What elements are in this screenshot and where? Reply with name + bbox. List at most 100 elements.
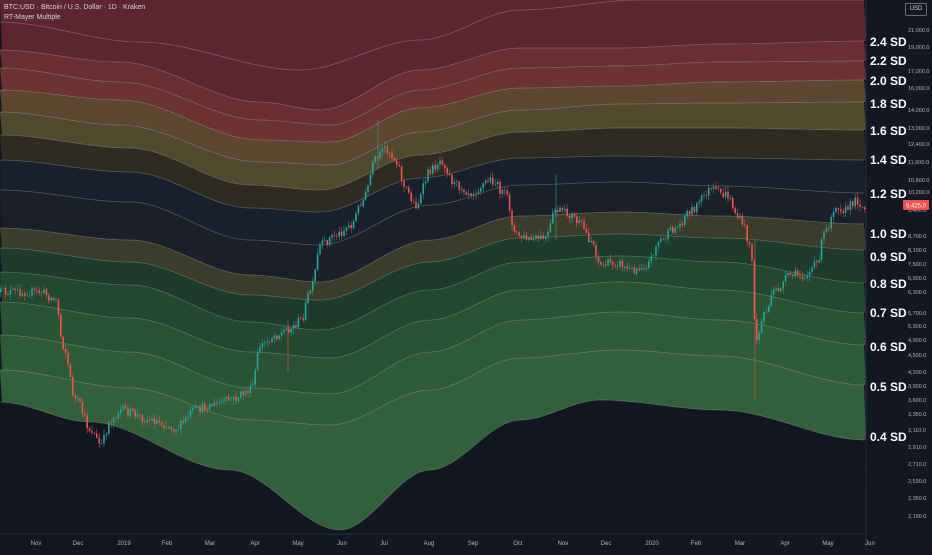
candle-body xyxy=(631,267,633,269)
candle-body xyxy=(684,216,686,225)
candle xyxy=(24,291,26,302)
candle xyxy=(729,194,732,201)
candle-body xyxy=(432,165,434,174)
candle-body xyxy=(811,267,813,272)
candle-body xyxy=(376,156,379,159)
time-scale[interactable]: Nov Dec 2019 Feb Mar Apr May Jun Jul Aug Sep Oct Nov… xyxy=(31,541,875,547)
candle-body xyxy=(640,268,643,270)
time-tick-label: Mar xyxy=(205,541,215,547)
candle xyxy=(832,208,835,223)
candle-body xyxy=(247,390,249,393)
candle-body xyxy=(590,240,592,242)
candle xyxy=(616,260,619,270)
candle xyxy=(679,219,681,232)
candle-body xyxy=(331,235,333,238)
price-tick-label: 9,400.0 xyxy=(908,208,926,214)
candle-body xyxy=(619,260,621,267)
price-scale[interactable]: 21,000.0 19,000.0 17,000.0 16,000.0 14,000.0… xyxy=(908,28,929,520)
candle-body xyxy=(369,174,372,186)
candle-body xyxy=(240,391,242,398)
candle-body xyxy=(638,268,640,270)
candle xyxy=(201,398,204,414)
candle xyxy=(316,248,319,272)
candle xyxy=(813,256,816,270)
candle-body xyxy=(324,240,326,241)
candle xyxy=(849,198,852,216)
candle xyxy=(708,184,710,201)
price-tick-label: 8,700.0 xyxy=(908,234,926,240)
candle-body xyxy=(422,183,424,194)
candle xyxy=(148,416,151,426)
candle-body xyxy=(626,266,628,269)
price-tick-label: 10,800.0 xyxy=(908,178,929,184)
candle-body xyxy=(777,288,780,291)
candle xyxy=(153,413,156,429)
candle-body xyxy=(760,321,763,333)
candle xyxy=(228,393,230,402)
candle-body xyxy=(578,220,580,224)
candle xyxy=(69,362,72,380)
candle-body xyxy=(26,295,28,297)
candle xyxy=(432,162,434,176)
candle-body xyxy=(340,231,343,236)
candle xyxy=(837,207,840,215)
candle xyxy=(861,206,864,209)
last-price-tag-bg xyxy=(903,200,929,210)
candle-body xyxy=(547,231,549,237)
candle-body xyxy=(33,288,36,290)
candle xyxy=(420,192,422,206)
candle xyxy=(292,320,295,334)
candle xyxy=(710,187,712,191)
candle xyxy=(165,422,168,430)
candle-body xyxy=(492,177,494,185)
candle-body xyxy=(100,443,103,444)
candle-body xyxy=(496,182,499,185)
time-tick-label: Feb xyxy=(162,541,173,547)
candle xyxy=(355,211,357,222)
candle xyxy=(676,225,679,229)
candle-body xyxy=(204,403,206,410)
candle xyxy=(540,230,542,241)
candle-body xyxy=(525,235,528,240)
candle xyxy=(93,432,96,435)
candle-body xyxy=(604,264,607,266)
candle xyxy=(463,187,465,196)
candle xyxy=(806,271,808,281)
candle xyxy=(352,218,355,230)
price-scale-bg xyxy=(866,0,932,550)
candle-body xyxy=(559,207,561,212)
currency-button[interactable]: USD xyxy=(905,3,927,16)
candle-body xyxy=(360,205,362,207)
sd-labels: 2.4 SD 2.2 SD 2.0 SD 1.8 SD 1.6 SD 1.4 SD 1.2 … xyxy=(870,35,907,444)
time-scale-bg xyxy=(0,534,866,550)
candle-body xyxy=(852,201,854,207)
candle xyxy=(254,367,256,389)
candle xyxy=(391,147,393,162)
candle xyxy=(844,201,847,218)
candle xyxy=(631,265,633,272)
candle-body xyxy=(571,213,573,219)
candle xyxy=(530,234,532,241)
candle xyxy=(374,155,376,164)
candle xyxy=(830,214,832,233)
candle xyxy=(187,412,189,422)
candle xyxy=(136,409,139,419)
candle-body xyxy=(136,414,139,417)
candle xyxy=(216,399,218,408)
candle-body xyxy=(129,408,132,416)
candle-body xyxy=(664,238,667,240)
time-tick-label: Jun xyxy=(865,541,875,547)
candle xyxy=(472,190,475,200)
candle-body xyxy=(530,237,532,240)
candle-body xyxy=(220,401,223,403)
candle-body xyxy=(134,410,136,417)
candle-body xyxy=(9,289,12,295)
candle xyxy=(537,233,540,242)
candle xyxy=(158,415,160,426)
candle xyxy=(9,285,12,300)
candle xyxy=(465,190,468,196)
candle-body xyxy=(103,434,105,444)
candle xyxy=(112,414,115,428)
price-tick-label: 13,000.0 xyxy=(908,126,929,132)
